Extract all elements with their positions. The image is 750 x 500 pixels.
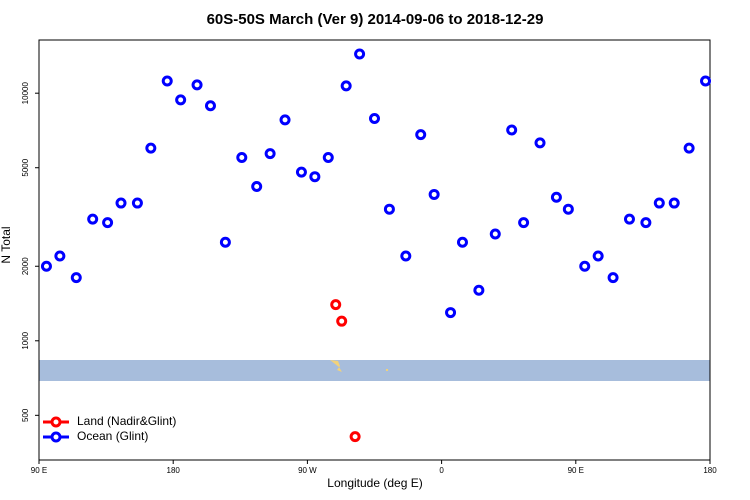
point: [251, 180, 263, 192]
y-axis-label: N Total: [0, 226, 13, 263]
point: [518, 217, 530, 229]
point: [70, 272, 82, 284]
legend-label: Land (Nadir&Glint): [77, 414, 176, 428]
point: [204, 100, 216, 112]
point: [87, 213, 99, 225]
point: [683, 142, 695, 154]
point: [219, 236, 231, 248]
x-tick-label: 90 E: [31, 466, 47, 475]
plot-frame: [38, 39, 711, 461]
point: [115, 197, 127, 209]
point: [579, 260, 591, 272]
legend-marker: [50, 416, 62, 428]
point: [473, 284, 485, 296]
point: [415, 129, 427, 141]
latitude-band: [39, 360, 710, 381]
point: [562, 203, 574, 215]
y-tick-label: 10000: [21, 82, 30, 105]
point: [400, 250, 412, 262]
point: [700, 75, 712, 87]
x-tick-label: 90 E: [568, 466, 584, 475]
point: [349, 431, 361, 443]
point: [191, 79, 203, 91]
point: [102, 217, 114, 229]
point: [550, 191, 562, 203]
x-tick-label: 0: [439, 466, 444, 475]
point: [623, 213, 635, 225]
point: [534, 137, 546, 149]
point: [668, 197, 680, 209]
land-shape: [330, 360, 342, 372]
point: [264, 148, 276, 160]
point: [330, 299, 342, 311]
y-tick-label: 2000: [21, 257, 30, 275]
point: [428, 188, 440, 200]
point: [456, 236, 468, 248]
point: [40, 260, 52, 272]
x-tick-label: 90 W: [298, 466, 317, 475]
point: [489, 228, 501, 240]
point: [175, 94, 187, 106]
point: [295, 166, 307, 178]
point: [322, 151, 334, 163]
point: [279, 114, 291, 126]
point: [236, 151, 248, 163]
point: [354, 48, 366, 60]
point: [131, 197, 143, 209]
x-tick-label: 180: [167, 466, 181, 475]
point: [640, 217, 652, 229]
x-tick-label: 180: [703, 466, 717, 475]
point: [607, 272, 619, 284]
point: [506, 124, 518, 136]
legend-label: Ocean (Glint): [77, 429, 148, 443]
chart-title: 60S-50S March (Ver 9) 2014-09-06 to 2018…: [207, 11, 544, 28]
point: [145, 142, 157, 154]
point: [309, 171, 321, 183]
x-axis-label: Longitude (deg E): [327, 476, 422, 490]
point: [161, 75, 173, 87]
land-shape: [386, 369, 388, 371]
y-tick-label: 5000: [21, 158, 30, 176]
point: [383, 203, 395, 215]
point: [592, 250, 604, 262]
point: [336, 315, 348, 327]
point: [445, 307, 457, 319]
y-tick-label: 1000: [21, 331, 30, 349]
point: [340, 80, 352, 92]
legend-marker: [50, 431, 62, 443]
point: [653, 197, 665, 209]
point: [54, 250, 66, 262]
y-tick-label: 500: [21, 408, 30, 422]
point: [369, 113, 380, 125]
